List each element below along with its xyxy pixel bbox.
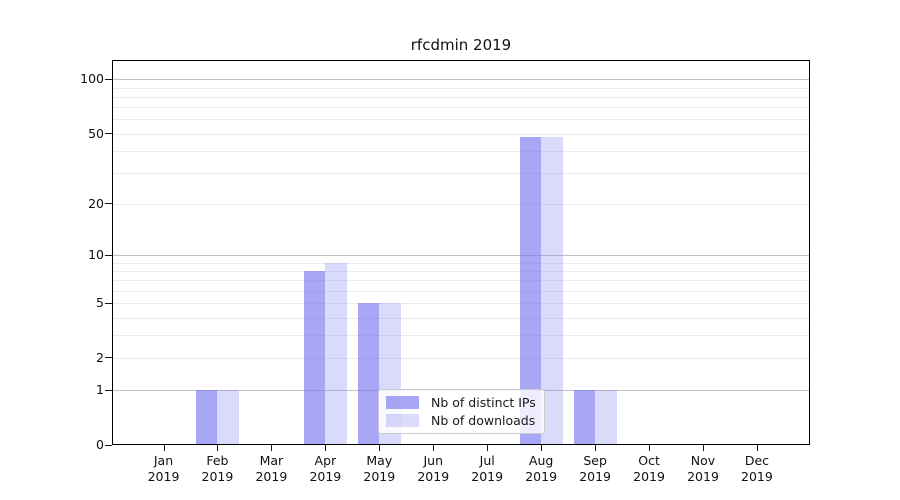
y-tick-label: 100 (80, 71, 104, 87)
x-tick-mark (379, 445, 381, 451)
x-tick-label-jul: Jul 2019 (471, 453, 504, 484)
y-tick-mark (105, 254, 112, 256)
legend-swatch-downloads (386, 413, 419, 427)
x-tick-label-apr: Apr 2019 (309, 453, 342, 484)
x-tick-label-feb: Feb 2019 (201, 453, 234, 484)
bar-aug-downloads (541, 136, 563, 444)
plot-area (112, 60, 810, 445)
bar-apr-downloads (325, 262, 347, 444)
y-tick-mark (105, 203, 112, 205)
bar-apr-distinct-ips (303, 270, 326, 444)
x-tick-label-may: May 2019 (363, 453, 396, 484)
gridline-minor (113, 357, 809, 359)
gridline-major (113, 79, 809, 81)
x-tick-label-nov: Nov 2019 (687, 453, 719, 484)
y-tick-mark (105, 389, 112, 391)
gridline-minor (113, 270, 809, 272)
gridline-minor (113, 290, 809, 292)
y-tick-label: 5 (96, 295, 104, 311)
legend: Nb of distinct IPs Nb of downloads (378, 389, 545, 434)
legend-label: Nb of distinct IPs (431, 395, 536, 411)
y-tick-mark (105, 302, 112, 304)
y-tick-label: 1 (96, 382, 104, 398)
gridline-minor (113, 96, 809, 98)
x-tick-label-jan: Jan 2019 (147, 453, 180, 484)
bar-feb-distinct-ips (195, 390, 218, 444)
gridline-minor (113, 280, 809, 282)
y-tick-label: 2 (96, 349, 104, 365)
legend-entry-distinct-ips: Nb of distinct IPs (386, 395, 537, 410)
gridline-minor (113, 203, 809, 205)
gridline-minor (113, 335, 809, 337)
bar-may-distinct-ips (357, 303, 380, 444)
gridline-minor (113, 150, 809, 152)
gridline-minor (113, 317, 809, 319)
x-tick-label-oct: Oct 2019 (633, 453, 665, 484)
x-tick-label-dec: Dec 2019 (741, 453, 773, 484)
gridline-minor (113, 262, 809, 264)
gridline-minor (113, 119, 809, 121)
x-tick-mark (649, 445, 651, 451)
chart-title: rfcdmin 2019 (410, 36, 512, 54)
y-tick-mark (105, 357, 112, 359)
x-tick-label-jun: Jun 2019 (417, 453, 450, 484)
x-tick-mark (703, 445, 704, 451)
x-tick-mark (756, 445, 758, 451)
bar-feb-downloads (217, 390, 240, 444)
x-tick-mark (433, 445, 435, 451)
legend-label: Nb of downloads (431, 412, 536, 428)
x-tick-mark (163, 445, 165, 451)
gridline-minor (113, 87, 809, 89)
x-tick-mark (487, 445, 489, 451)
legend-swatch-distinct-ips (386, 396, 419, 410)
x-tick-mark (541, 445, 543, 451)
y-tick-mark (105, 444, 112, 446)
gridline-major (113, 255, 809, 257)
gridline-minor (113, 303, 809, 305)
bar-sep-distinct-ips (573, 390, 596, 444)
x-tick-mark (217, 445, 219, 451)
y-tick-label: 50 (88, 125, 104, 141)
gridline-minor (113, 107, 809, 109)
x-tick-mark (595, 445, 597, 451)
y-tick-label: 10 (88, 247, 104, 263)
gridline-minor (113, 172, 809, 174)
x-tick-label-aug: Aug 2019 (525, 453, 558, 484)
y-tick-mark (105, 133, 112, 135)
gridline-minor (113, 133, 809, 135)
y-tick-label: 20 (88, 195, 104, 211)
bar-aug-distinct-ips (519, 136, 542, 444)
legend-entry-downloads: Nb of downloads (386, 413, 537, 428)
y-tick-label: 0 (96, 437, 104, 452)
x-tick-label-mar: Mar 2019 (255, 453, 288, 484)
bar-sep-downloads (595, 390, 617, 444)
x-tick-mark (325, 445, 327, 451)
y-tick-mark (105, 78, 112, 80)
x-tick-label-sep: Sep 2019 (579, 453, 611, 484)
x-tick-mark (271, 445, 273, 451)
